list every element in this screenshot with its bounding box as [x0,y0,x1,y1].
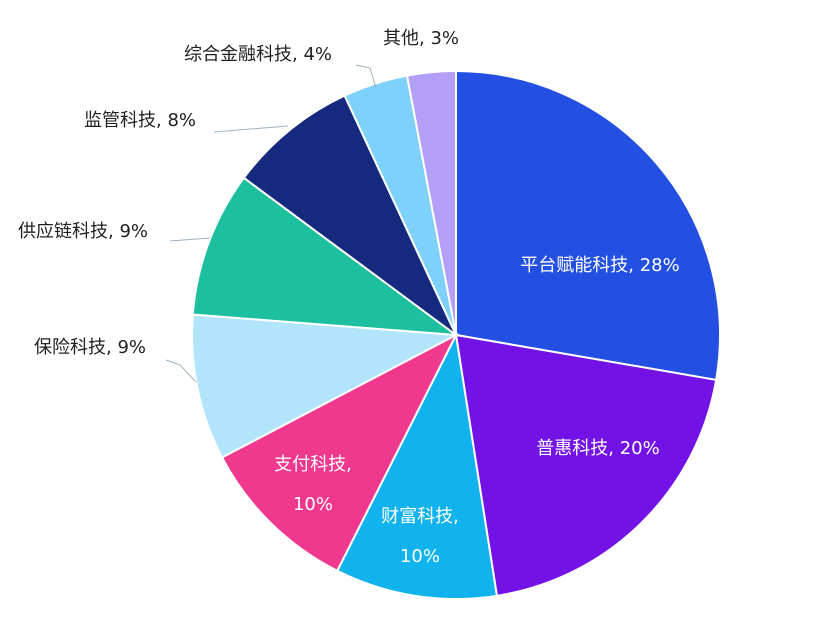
pie-slice [455,69,721,382]
slice-label-line: 10% [293,494,333,515]
slice-label-line: 普惠科技, 20% [536,438,659,459]
slice-label: 综合金融科技, 4% [184,44,332,65]
pie-slice [220,332,459,573]
slice-label: 普惠科技, 20% [536,438,659,459]
pie-slice [335,331,499,600]
slice-label-line: 支付科技, [274,454,352,475]
slice-label-line: 综合金融科技, 4% [184,44,332,65]
slice-label-line: 其他, 3% [383,28,459,49]
slice-label-line: 10% [400,546,440,567]
pie-slice [242,94,457,336]
slice-label-line: 保险科技, 9% [34,337,146,358]
leader-line [355,64,377,89]
pie-slice [191,313,460,459]
slice-label: 财富科技, 10% [381,506,459,567]
leader-line [169,237,211,242]
slice-label: 支付科技, 10% [274,454,352,515]
slice-label-line: 财富科技, [381,506,459,527]
pie-slice [454,333,718,597]
slice-label: 监管科技, 8% [84,110,196,131]
slice-label-line: 供应链科技, 9% [18,221,148,242]
pie-slice [191,176,460,337]
slice-label: 其他, 3% [383,28,459,49]
pie-slice [405,69,457,336]
leader-line [213,125,289,133]
slice-label-line: 监管科技, 8% [84,110,196,131]
slice-label: 平台赋能科技, 28% [520,255,679,276]
slice-label: 保险科技, 9% [34,337,146,358]
slice-label-line: 平台赋能科技, 28% [520,255,679,276]
slice-label: 供应链科技, 9% [18,221,148,242]
leader-line [165,359,197,383]
